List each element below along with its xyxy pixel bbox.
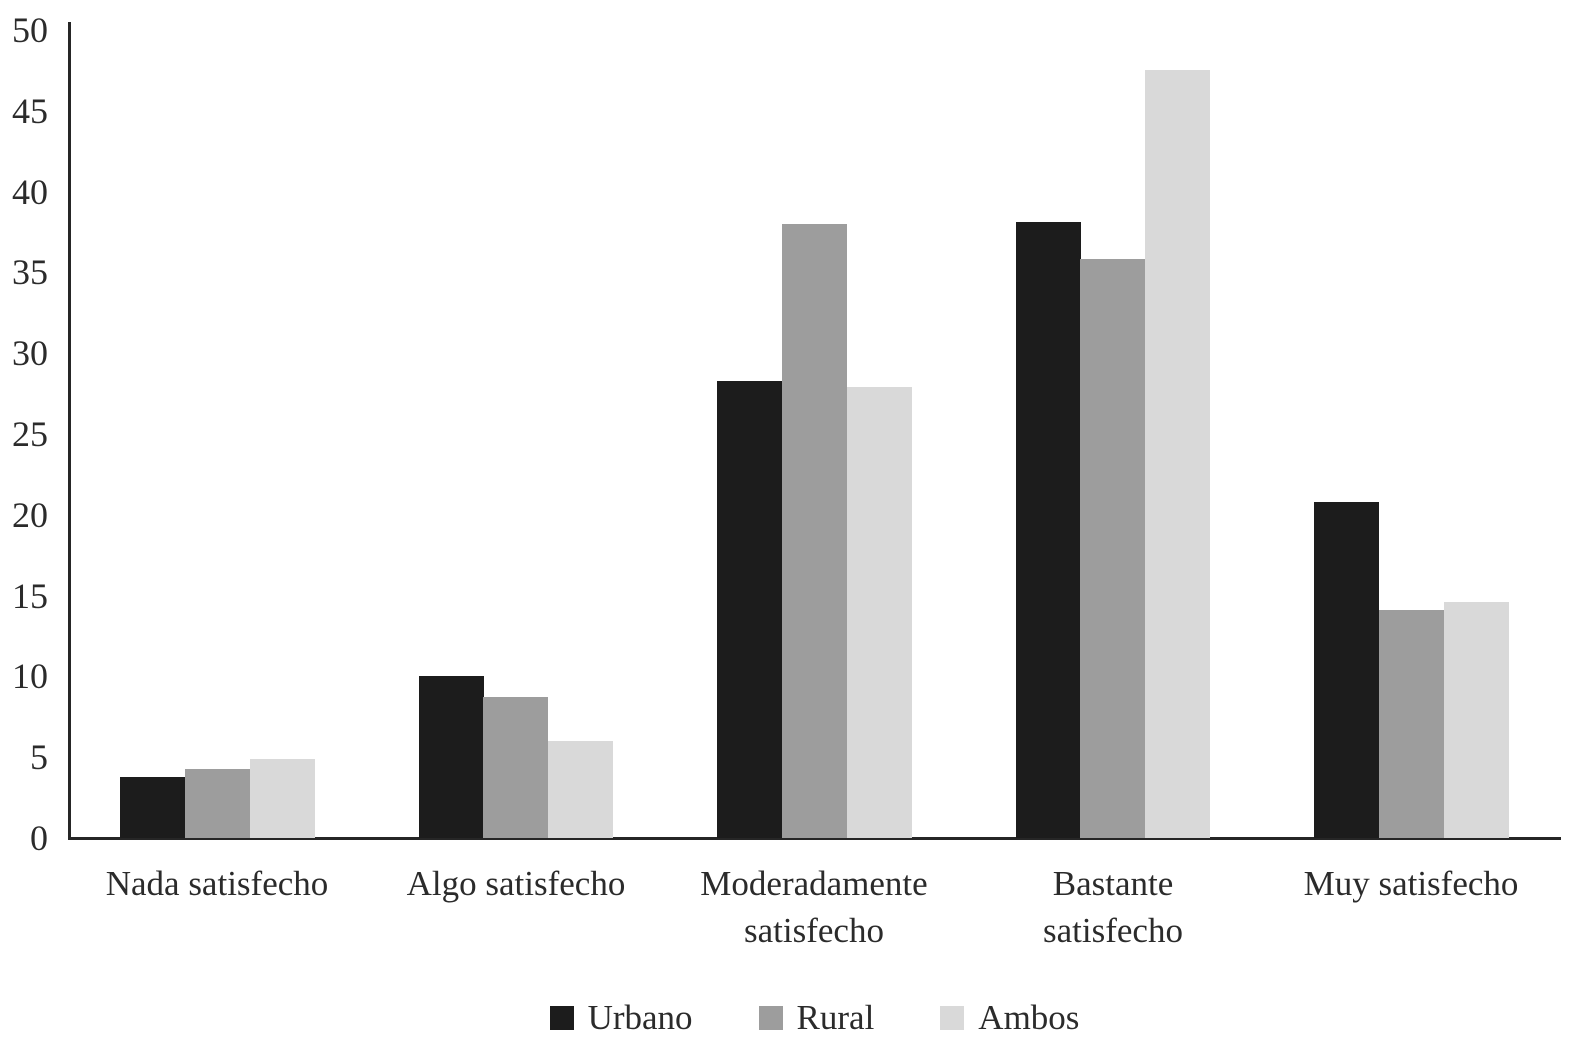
bar-rural-muy-satisfecho [1379, 610, 1444, 838]
legend: Urbano Rural Ambos [68, 998, 1561, 1038]
bar-urbano-algo-satisfecho [419, 676, 484, 838]
legend-swatch-rural [758, 1006, 783, 1030]
category-label-nada-satisfecho: Nada satisfecho [105, 864, 329, 903]
x-axis-line [68, 837, 1561, 840]
bar-rural-algo-satisfecho [483, 697, 548, 838]
y-tick-label-50: 50 [12, 10, 48, 50]
legend-swatch-urbano [549, 1006, 574, 1030]
bar-ambos-nada-satisfecho [250, 759, 315, 838]
legend-item-rural: Rural [758, 998, 875, 1038]
category-label-algo-satisfecho: Algo satisfecho [406, 864, 626, 903]
y-tick-label-25: 25 [12, 414, 48, 454]
y-tick-label-45: 45 [12, 90, 48, 131]
y-tick-label-20: 20 [12, 494, 48, 535]
y-tick-label-5: 5 [30, 737, 48, 778]
y-tick-label-40: 40 [12, 171, 48, 212]
bar-urbano-nada-satisfecho [120, 777, 185, 838]
bar-urbano-moderadamente-satisfecho [717, 381, 782, 838]
y-tick-label-10: 10 [12, 656, 48, 697]
y-tick-label-0: 0 [30, 818, 48, 858]
bar-rural-nada-satisfecho [185, 769, 250, 838]
legend-label-urbano: Urbano [587, 998, 693, 1037]
bar-urbano-bastante-satisfecho [1016, 222, 1081, 838]
bar-ambos-algo-satisfecho [548, 741, 613, 838]
category-label-bastante-satisfecho: Bastante satisfecho [1043, 864, 1183, 950]
category-label-muy-satisfecho: Muy satisfecho [1303, 864, 1519, 903]
y-tick-label-15: 15 [12, 575, 48, 616]
bar-ambos-muy-satisfecho [1444, 602, 1509, 838]
legend-swatch-ambos [940, 1006, 965, 1030]
bar-ambos-bastante-satisfecho [1145, 70, 1210, 838]
bar-rural-bastante-satisfecho [1080, 259, 1145, 838]
y-tick-label-35: 35 [12, 252, 48, 293]
legend-label-rural: Rural [796, 998, 875, 1037]
y-axis-line [68, 22, 71, 840]
legend-item-ambos: Ambos [940, 998, 1079, 1038]
bar-urbano-muy-satisfecho [1314, 502, 1379, 838]
bar-rural-moderadamente-satisfecho [782, 224, 847, 838]
y-tick-label-30: 30 [12, 333, 48, 374]
bar-ambos-moderadamente-satisfecho [847, 387, 912, 838]
legend-item-urbano: Urbano [549, 998, 693, 1038]
category-label-moderadamente-satisfecho: Moderadamente satisfecho [700, 864, 928, 950]
legend-label-ambos: Ambos [978, 998, 1080, 1037]
